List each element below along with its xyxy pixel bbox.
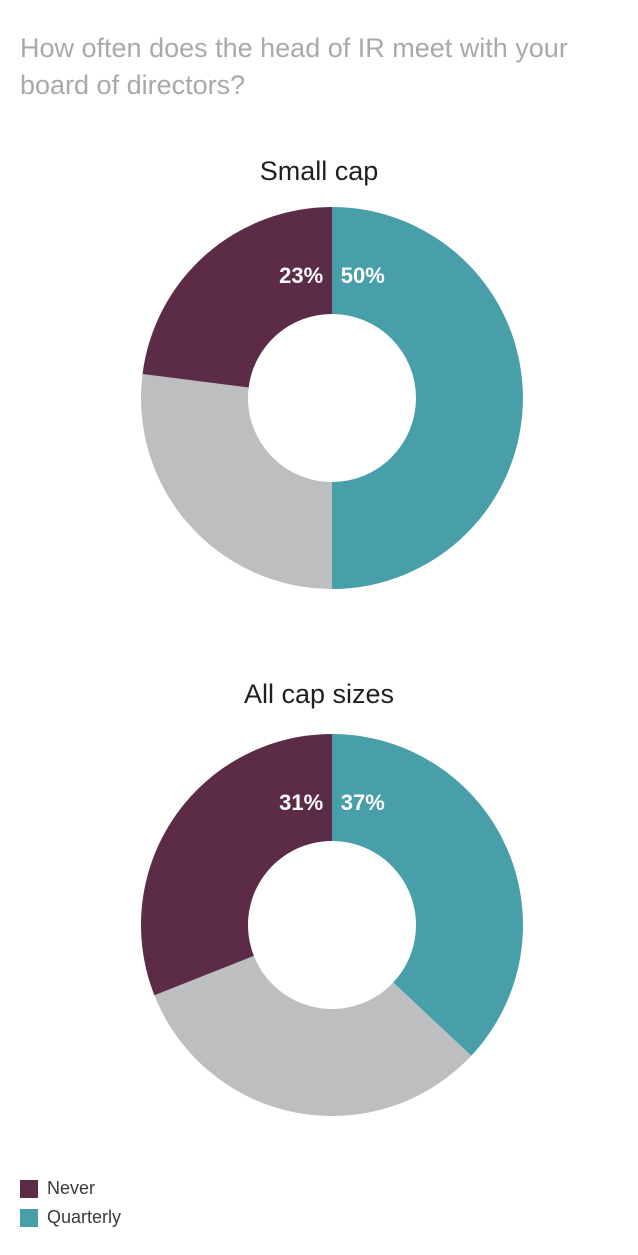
legend: Never Quarterly <box>20 1174 121 1232</box>
slice-label-never: 31% <box>279 790 323 815</box>
donut-slice-other <box>141 374 332 589</box>
legend-swatch-quarterly <box>20 1208 38 1227</box>
donut-slice-quarterly <box>332 734 523 1056</box>
question-title: How often does the head of IR meet with … <box>20 33 568 100</box>
legend-item-quarterly: Quarterly <box>20 1203 121 1232</box>
chart-title-all-cap-sizes: All cap sizes <box>243 679 395 709</box>
legend-swatch-never <box>20 1179 38 1198</box>
legend-item-never: Never <box>20 1174 121 1203</box>
legend-label-quarterly: Quarterly <box>47 1207 122 1227</box>
donut-slice-quarterly <box>332 207 523 589</box>
legend-label-never: Never <box>47 1178 96 1198</box>
donut-chart-small-cap: 50% 23% <box>141 207 523 589</box>
donut-slice-other <box>154 955 472 1116</box>
donut-slice-never <box>140 734 332 996</box>
slice-label-quarterly: 50% <box>341 263 385 288</box>
donut-slice-never <box>142 207 332 388</box>
chart-title-small-cap: Small cap <box>259 156 379 186</box>
slice-label-quarterly: 37% <box>341 790 385 815</box>
slice-label-never: 23% <box>279 263 323 288</box>
donut-chart-all-cap-sizes: 37% 31% <box>140 734 523 1116</box>
